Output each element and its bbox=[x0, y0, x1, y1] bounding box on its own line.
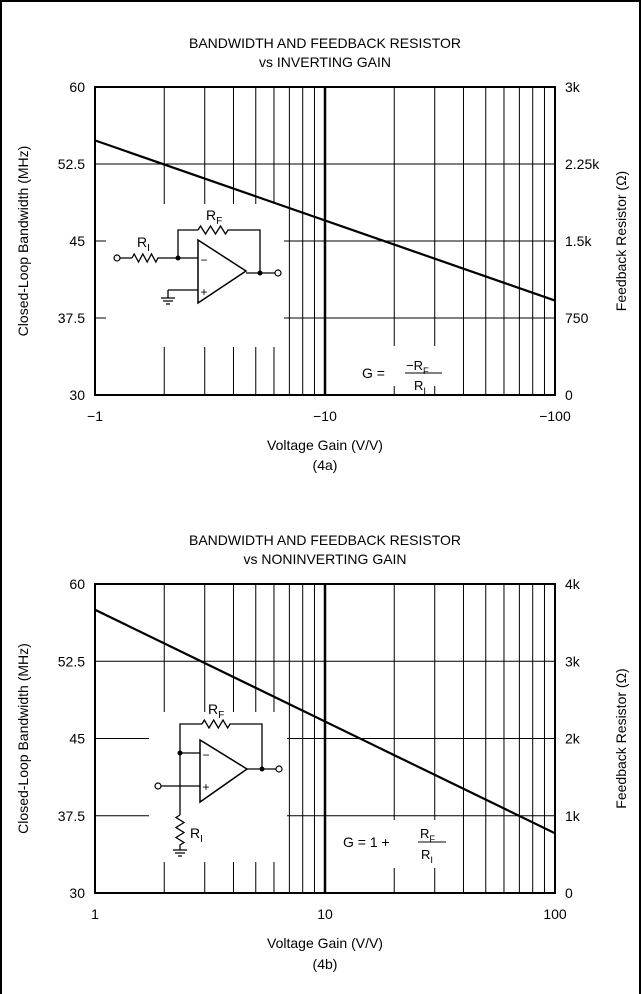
formula-denominator: RI bbox=[414, 378, 426, 396]
output-junction-dot bbox=[259, 766, 265, 772]
rf-label: RF bbox=[206, 207, 222, 227]
y2-tick-label: 2.25k bbox=[565, 156, 600, 172]
minus-sign: − bbox=[202, 748, 209, 762]
rf-feedback-path bbox=[177, 224, 261, 273]
y2-tick-label: 1k bbox=[565, 808, 581, 824]
rf-label: RF bbox=[208, 701, 224, 721]
y-tick-label: 45 bbox=[69, 233, 85, 249]
rf-label-main: R bbox=[208, 701, 218, 717]
formula-numerator: RF bbox=[420, 826, 435, 844]
y-tick-label: 52.5 bbox=[58, 156, 85, 172]
y-axis-label: Closed-Loop Bandwidth (MHz) bbox=[15, 146, 31, 337]
formula-numerator-main: R bbox=[420, 826, 429, 841]
y-tick-label: 37.5 bbox=[58, 310, 85, 326]
y2-tick-label: 0 bbox=[565, 387, 573, 403]
ri-label: RI bbox=[190, 825, 203, 845]
formula-lhs: G = bbox=[362, 365, 385, 381]
y2-tick-label: 0 bbox=[565, 885, 573, 901]
chart-4b: BANDWIDTH AND FEEDBACK RESISTOR vs NONINV… bbox=[15, 532, 629, 972]
formula-background bbox=[352, 346, 448, 386]
chart-title: BANDWIDTH AND FEEDBACK RESISTOR bbox=[189, 532, 461, 548]
x-tick-label: −10 bbox=[313, 408, 337, 424]
x-tick-label: −100 bbox=[539, 408, 571, 424]
chart-4a: BANDWIDTH AND FEEDBACK RESISTOR vs INVERT… bbox=[15, 35, 629, 473]
schematic-background bbox=[106, 204, 284, 347]
formula-denominator-sub: I bbox=[423, 386, 426, 396]
plus-sign: + bbox=[200, 285, 207, 299]
y-tick-label: 52.5 bbox=[58, 653, 85, 669]
formula-denominator-main: R bbox=[414, 378, 423, 393]
formula-denominator-sub: I bbox=[430, 855, 433, 865]
rf-label-main: R bbox=[206, 207, 216, 223]
ri-label-main: R bbox=[137, 234, 147, 250]
rf-feedback-path bbox=[179, 718, 263, 769]
rf-label-sub: F bbox=[218, 710, 224, 721]
minus-sign: − bbox=[200, 253, 207, 267]
y2-tick-label: 3k bbox=[565, 79, 581, 95]
y2-tick-label: 3k bbox=[565, 653, 581, 669]
noninverting-input-wire bbox=[167, 289, 198, 298]
y2-tick-label: 1.5k bbox=[565, 233, 592, 249]
y-tick-label: 60 bbox=[69, 79, 85, 95]
plot-area bbox=[94, 86, 556, 396]
chart-subtitle: vs INVERTING GAIN bbox=[259, 54, 391, 70]
input-terminal bbox=[113, 254, 121, 262]
ri-label: RI bbox=[137, 234, 150, 254]
inverting-input-wire bbox=[179, 752, 200, 815]
ri-label-sub: I bbox=[200, 834, 203, 845]
formula-denominator: RI bbox=[421, 847, 433, 865]
formula-numerator-sub: F bbox=[429, 834, 435, 844]
y2-axis-label: Feedback Resistor (Ω) bbox=[613, 668, 629, 808]
formula-lhs: G = 1 + bbox=[343, 834, 390, 850]
formula-numerator-main: −R bbox=[406, 358, 423, 373]
plot-area bbox=[94, 583, 556, 894]
y-tick-label: 60 bbox=[69, 576, 85, 592]
formula-numerator-sub: F bbox=[423, 366, 429, 376]
x-tick-label: −1 bbox=[87, 408, 103, 424]
y-tick-label: 45 bbox=[69, 731, 85, 747]
rf-label-sub: F bbox=[216, 216, 222, 227]
y2-axis-label: Feedback Resistor (Ω) bbox=[613, 171, 629, 311]
plus-sign: + bbox=[202, 780, 209, 794]
series-line bbox=[94, 139, 556, 302]
output-terminal bbox=[274, 269, 282, 277]
ri-label-main: R bbox=[190, 825, 200, 841]
x-tick-label: 100 bbox=[543, 906, 567, 922]
formula-denominator-main: R bbox=[421, 847, 430, 862]
formula-numerator: −RF bbox=[406, 358, 429, 376]
chart-title: BANDWIDTH AND FEEDBACK RESISTOR bbox=[189, 35, 461, 51]
ri-resistor bbox=[174, 814, 186, 850]
op-amp-triangle bbox=[199, 738, 249, 804]
output-terminal bbox=[275, 765, 283, 773]
y2-tick-label: 750 bbox=[565, 310, 589, 326]
x-axis-label: Voltage Gain (V/V) bbox=[267, 437, 383, 453]
ground-symbol bbox=[161, 297, 175, 305]
ri-label-sub: I bbox=[147, 243, 150, 254]
x-tick-label: 1 bbox=[91, 906, 99, 922]
output-junction-dot bbox=[257, 270, 263, 276]
y-tick-label: 30 bbox=[69, 387, 85, 403]
y2-tick-label: 2k bbox=[565, 731, 581, 747]
formula-background bbox=[332, 820, 462, 868]
y2-tick-label: 4k bbox=[565, 576, 581, 592]
x-tick-label: 10 bbox=[317, 906, 333, 922]
figure-caption: (4a) bbox=[313, 457, 338, 473]
figure-caption: (4b) bbox=[313, 956, 338, 972]
x-axis-label: Voltage Gain (V/V) bbox=[267, 935, 383, 951]
chart-subtitle: vs NONINVERTING GAIN bbox=[243, 551, 406, 567]
y-tick-label: 37.5 bbox=[58, 808, 85, 824]
op-amp-triangle bbox=[197, 238, 248, 305]
y-tick-label: 30 bbox=[69, 885, 85, 901]
series-line bbox=[94, 608, 556, 835]
input-terminal bbox=[154, 782, 162, 790]
ri-resistor bbox=[120, 252, 178, 264]
ground-symbol bbox=[173, 849, 187, 857]
y-axis-label: Closed-Loop Bandwidth (MHz) bbox=[15, 643, 31, 834]
